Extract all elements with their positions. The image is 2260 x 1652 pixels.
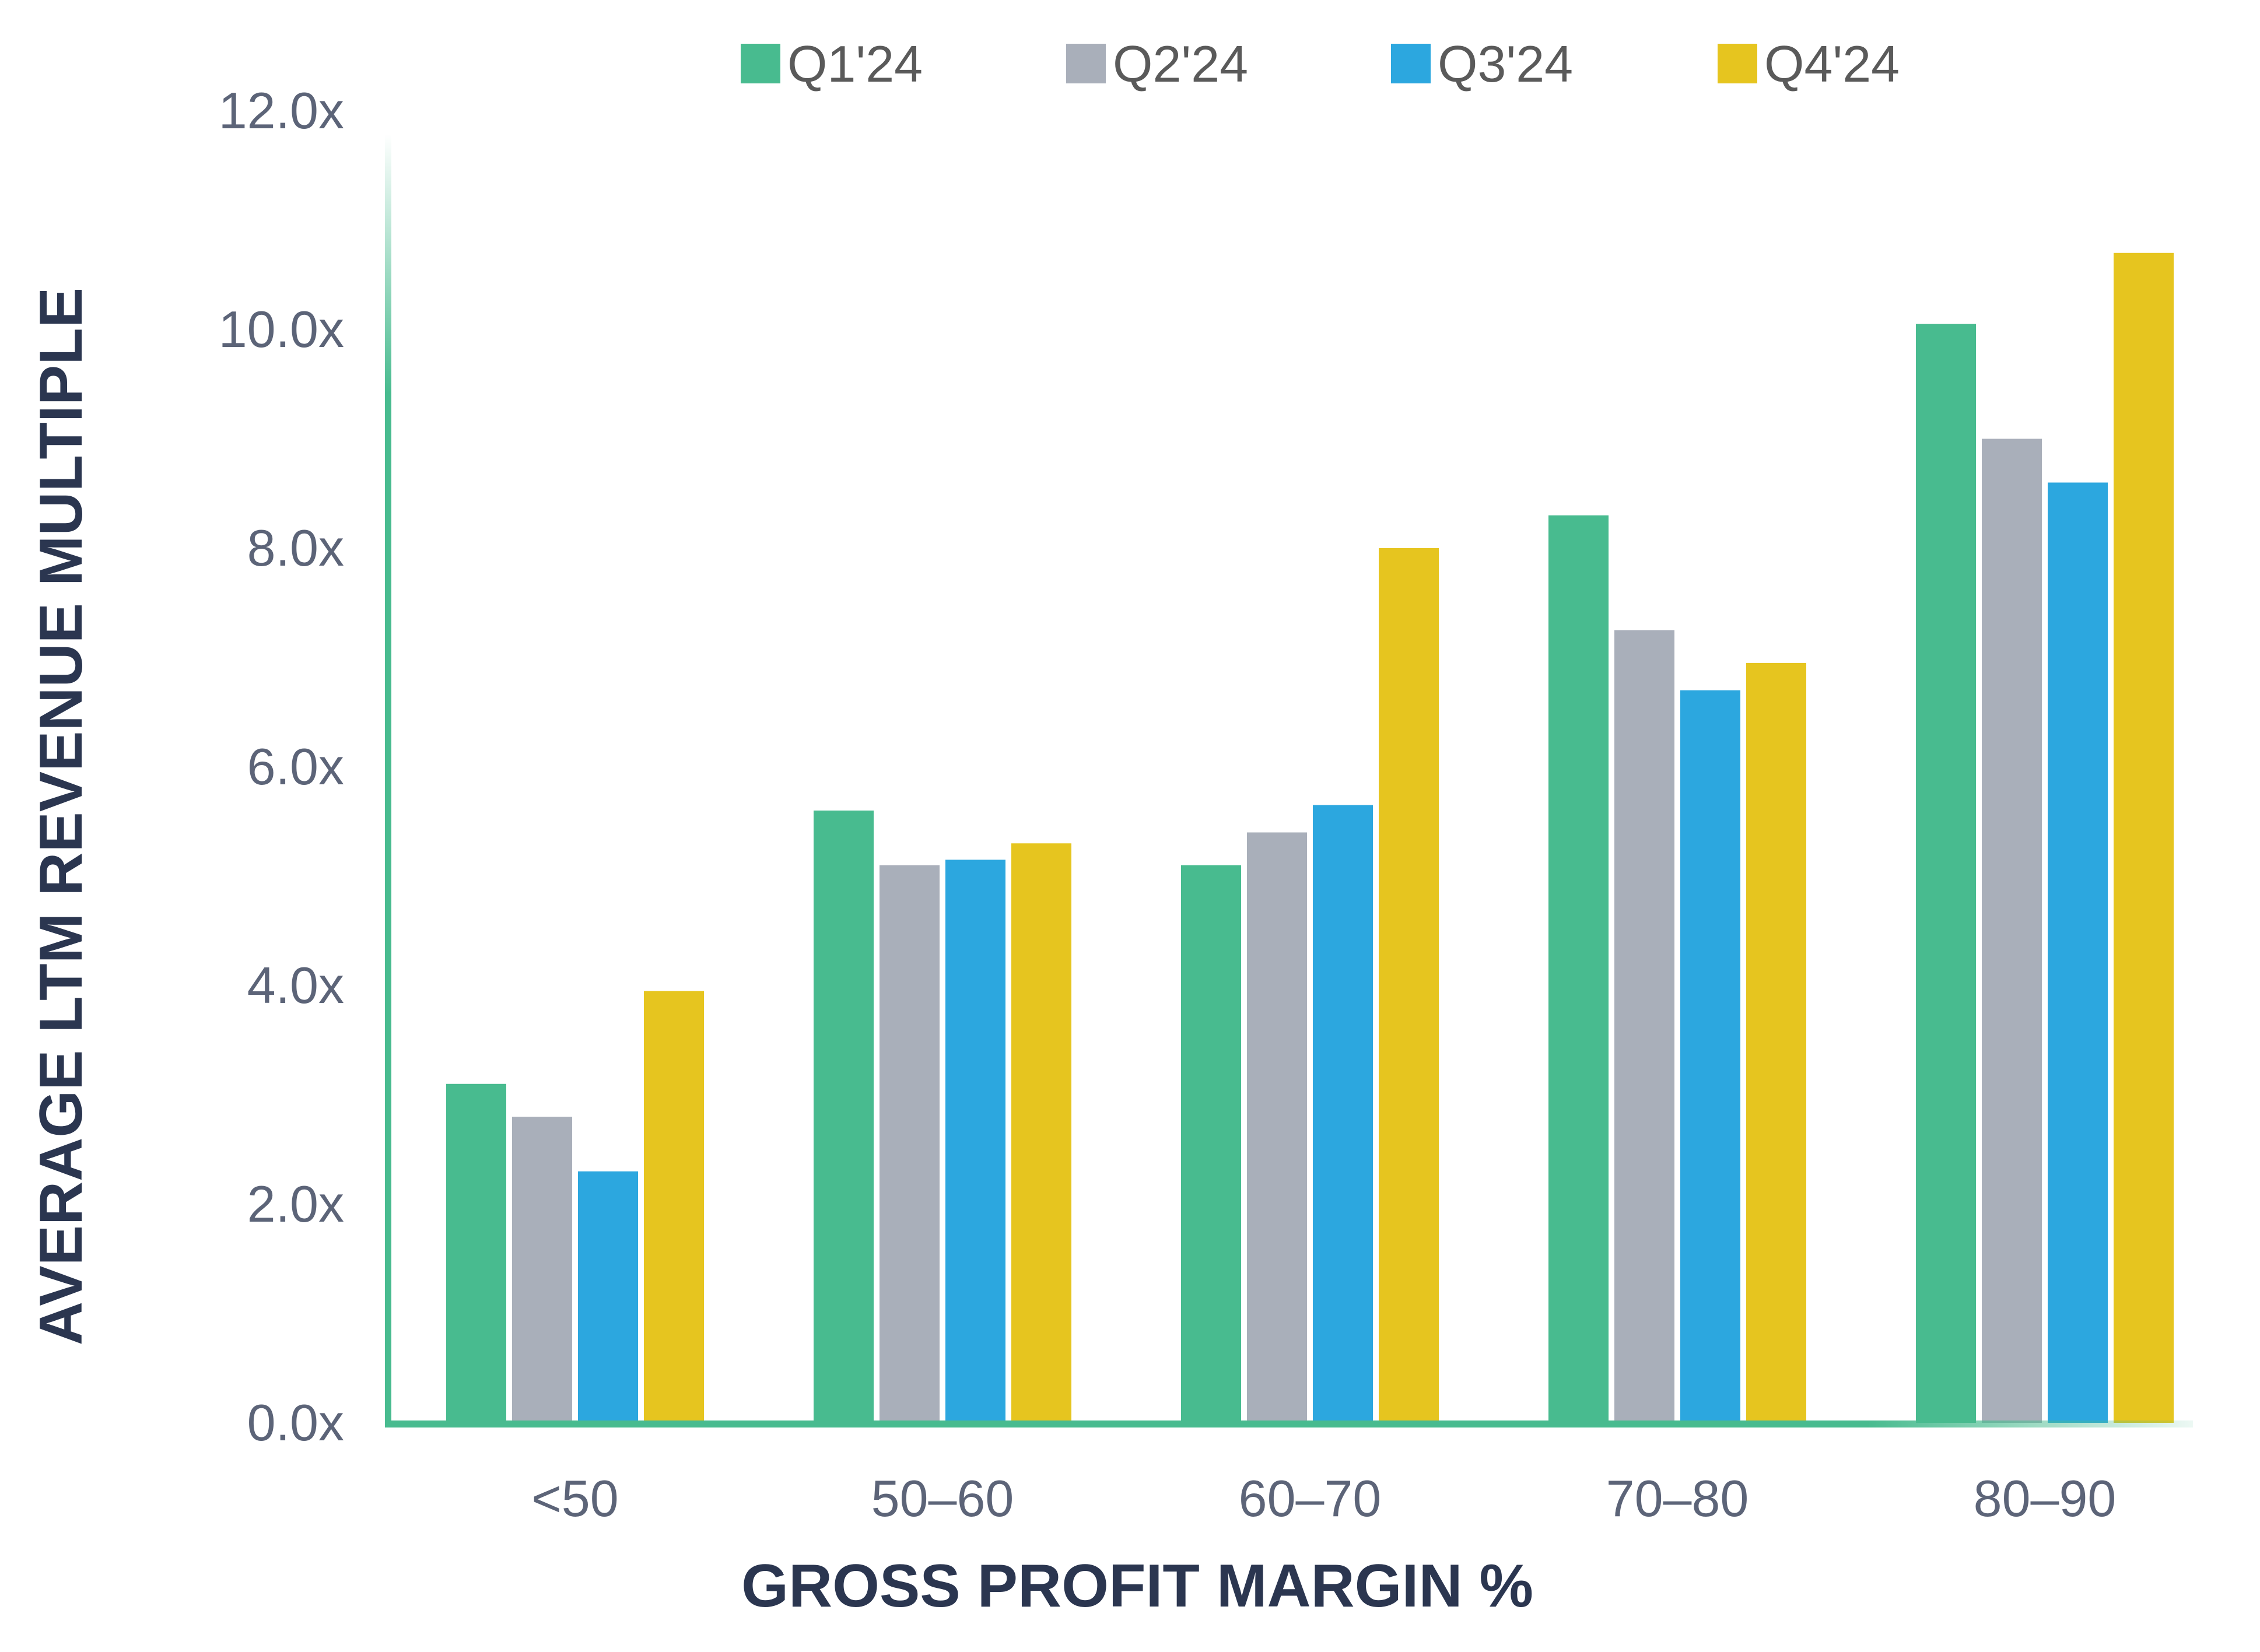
legend-label: Q1'24 [787,35,923,93]
y-tick-label: 2.0x [247,1175,344,1233]
bar-q224-cat-0 [512,1117,572,1423]
y-tick-label: 12.0x [219,82,344,139]
y-tick-label: 10.0x [219,300,344,358]
legend-item-q224: Q2'24 [1066,35,1248,93]
bar-q224-cat-3 [1614,630,1674,1423]
x-category-label: 50–60 [871,1469,1014,1527]
x-category-label: 80–90 [1974,1469,2117,1527]
x-category-label: 70–80 [1606,1469,1749,1527]
y-tick-label: 0.0x [247,1394,344,1451]
y-axis-ticks: 0.0x 2.0x 4.0x 6.0x 8.0x 10.0x 12.0x [219,82,344,1451]
bar-q424-cat-0 [644,991,704,1423]
bar-q324-cat-1 [945,860,1005,1423]
x-axis-title: GROSS PROFIT MARGIN % [741,1552,1533,1620]
legend-label: Q4'24 [1764,35,1900,93]
bar-q424-cat-4 [2114,252,2174,1423]
bar-q424-cat-3 [1746,662,1806,1423]
bar-q224-cat-1 [880,865,940,1423]
legend-label: Q3'24 [1438,35,1573,93]
bar-q124-cat-1 [814,811,874,1423]
x-category-label: 60–70 [1239,1469,1382,1527]
bar-q124-cat-2 [1181,865,1241,1423]
legend-item-q324: Q3'24 [1391,35,1573,93]
legend-swatch [1718,44,1757,83]
bar-q424-cat-2 [1379,548,1439,1423]
bar-q324-cat-0 [578,1171,638,1423]
bar-q224-cat-4 [1982,439,2042,1423]
bar-q424-cat-1 [1011,843,1071,1423]
y-tick-label: 6.0x [247,738,344,795]
bar-q124-cat-0 [446,1083,506,1423]
bar-q324-cat-3 [1680,690,1740,1423]
legend: Q1'24 Q2'24 Q3'24 Q4'24 [741,35,1900,93]
y-tick-label: 4.0x [247,956,344,1014]
bar-q224-cat-2 [1247,832,1307,1423]
x-axis-categories: <50 50–60 60–70 70–80 80–90 [531,1469,2116,1527]
y-axis-title: AVERAGE LTM REVENUE MULTIPLE [27,287,95,1345]
x-category-label: <50 [531,1469,618,1527]
legend-swatch [741,44,780,83]
legend-swatch [1391,44,1431,83]
bars [446,252,2174,1423]
legend-swatch [1066,44,1106,83]
legend-item-q124: Q1'24 [741,35,923,93]
legend-label: Q2'24 [1113,35,1248,93]
bar-q124-cat-3 [1548,515,1609,1423]
bar-q324-cat-4 [2048,482,2108,1423]
y-axis-line [385,134,391,1427]
bar-q124-cat-4 [1916,324,1976,1423]
x-axis-line [385,1420,2193,1427]
bar-q324-cat-2 [1313,805,1373,1423]
y-tick-label: 8.0x [247,519,344,577]
legend-item-q424: Q4'24 [1718,35,1900,93]
